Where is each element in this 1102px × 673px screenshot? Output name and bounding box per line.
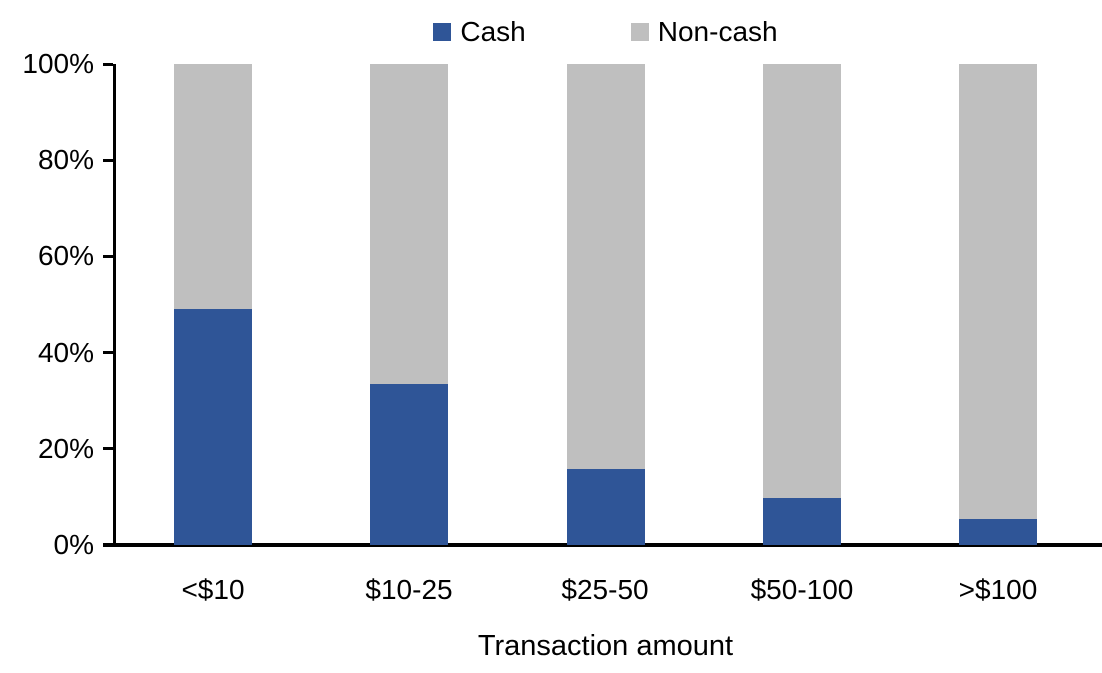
x-axis-title: Transaction amount [477, 630, 734, 662]
non-cash-legend-swatch-icon [630, 23, 649, 41]
bar-group-3 [567, 64, 645, 545]
y-axis-line [113, 64, 116, 547]
cash-legend-label: Cash [460, 16, 526, 47]
y-axis-tick [103, 351, 113, 354]
y-axis-tick [103, 544, 113, 547]
legend: Cash Non-cash [115, 12, 1096, 52]
non-cash-segment [174, 64, 252, 310]
y-axis-tick [103, 447, 113, 450]
y-tick-label: 40% [37, 337, 94, 368]
cash-legend-swatch-icon [433, 23, 452, 41]
non-cash-segment [567, 64, 645, 470]
non-cash-segment [370, 64, 448, 384]
x-tick-label: $10-25 [365, 574, 453, 605]
y-tick-label: 60% [37, 240, 94, 271]
y-tick-label: 80% [37, 144, 94, 175]
y-tick-label: 0% [53, 529, 94, 560]
cash-segment [370, 383, 448, 545]
bar-group-5 [959, 64, 1037, 545]
x-axis-line [103, 543, 1102, 547]
cash-segment [174, 309, 252, 545]
y-axis-tick [103, 255, 113, 258]
cash-segment [567, 469, 645, 545]
y-axis-tick [103, 159, 113, 162]
plot-area [115, 64, 1096, 545]
cash-segment [763, 498, 841, 545]
non-cash-legend-label: Non-cash [657, 16, 778, 47]
y-axis-tick [103, 63, 113, 66]
y-tick-label: 100% [22, 48, 94, 79]
y-tick-label: 20% [37, 433, 94, 464]
x-tick-label: >$100 [958, 574, 1038, 605]
non-cash-segment [763, 64, 841, 499]
non-cash-segment [959, 64, 1037, 519]
x-tick-label: <$10 [181, 574, 245, 605]
legend-item-cash: Cash [433, 16, 526, 47]
legend-item-non-cash: Non-cash [630, 16, 778, 47]
bar-group-2 [370, 64, 448, 545]
x-tick-label: $25-50 [561, 574, 649, 605]
cash-segment [959, 518, 1037, 545]
x-tick-label: $50-100 [750, 574, 854, 605]
bar-group-4 [763, 64, 841, 545]
bar-group-1 [174, 64, 252, 545]
